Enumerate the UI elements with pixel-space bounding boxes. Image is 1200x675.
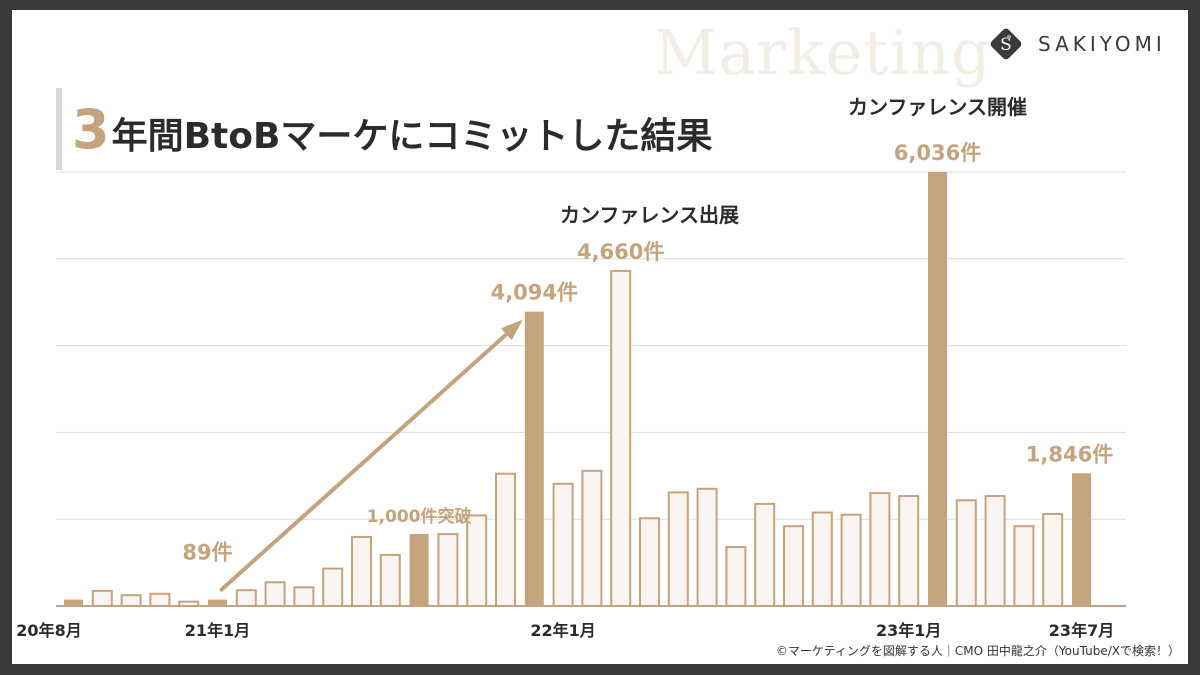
bar (437, 533, 459, 608)
arrow-shaft (219, 321, 521, 592)
data-label: 1,000件突破 (367, 506, 472, 527)
logo-diamond-icon: S (986, 24, 1026, 64)
bar-highlight (1072, 473, 1091, 606)
title-number: 3 (72, 97, 110, 161)
event-annotation: カンファレンス出展 (560, 203, 739, 227)
x-tick-label: 22年1月 (530, 621, 595, 640)
slide: 89件 1,000件突破 4,094件 4,660件 6,036件 1,846件 カンファレ… (12, 10, 1188, 664)
bar (120, 594, 142, 608)
bar (322, 567, 344, 608)
bar (495, 472, 516, 607)
x-tick-label: 20年8月 (16, 621, 81, 640)
bar-highlight (928, 172, 947, 606)
bar-highlight (208, 599, 227, 606)
bar (235, 589, 257, 608)
bar (754, 502, 776, 607)
bar (696, 487, 718, 607)
bar-highlight (524, 311, 544, 606)
bar-chart: 89件 1,000件突破 4,094件 4,660件 6,036件 1,846件 カンファレ… (16, 95, 1126, 640)
data-label: 1,846件 (1026, 442, 1113, 466)
event-annotation: カンファレンス開催 (848, 95, 1027, 119)
bar (178, 600, 200, 608)
x-tick-label: 23年1月 (876, 621, 941, 640)
bar (1042, 512, 1064, 608)
bar (811, 511, 833, 607)
bar (610, 269, 632, 607)
bar (639, 517, 660, 608)
bar-highlight (64, 599, 83, 606)
bar (1013, 525, 1035, 607)
bar (725, 546, 747, 607)
x-axis-ticks: 20年8月 21年1月 22年1月 23年1月 23年7月 (16, 621, 1114, 640)
data-label: 6,036件 (894, 141, 981, 165)
bar (984, 494, 1006, 607)
watermark-text: Marketing (654, 16, 992, 89)
bar (466, 514, 488, 607)
trend-arrow (219, 319, 523, 592)
x-tick-label: 23年7月 (1049, 621, 1114, 640)
bar (552, 482, 574, 607)
brand-logo: S SAKIYOMI (986, 24, 1166, 64)
bar (955, 499, 977, 607)
bar (149, 592, 171, 607)
footer-credit: ©マーケティングを図解する人｜CMO 田中龍之介（YouTube/Xで検索！） (775, 644, 1180, 658)
bar (898, 494, 920, 607)
data-label: 89件 (182, 541, 232, 565)
arrow-head-icon (501, 319, 523, 341)
bar (264, 581, 286, 607)
title-block: 3年間BtoBマーケにコミットした結果 (56, 88, 712, 170)
data-label: 4,094件 (491, 281, 578, 305)
bar (869, 492, 891, 607)
bar (293, 586, 315, 607)
bar (783, 525, 804, 607)
bar (667, 491, 689, 607)
data-labels: 89件 1,000件突破 4,094件 4,660件 6,036件 1,846件 カンファレ… (182, 95, 1113, 565)
bar (351, 535, 372, 608)
data-label: 4,660件 (577, 240, 664, 264)
bar (581, 469, 603, 608)
bar (91, 589, 113, 607)
bar-highlight (409, 534, 429, 606)
page-title: 年間BtoBマーケにコミットした結果 (111, 115, 713, 157)
brand-name: SAKIYOMI (1038, 32, 1166, 56)
bar (840, 513, 862, 608)
bar (379, 553, 401, 608)
bars (64, 172, 1091, 608)
x-tick-label: 21年1月 (185, 621, 250, 640)
svg-text:S: S (1000, 35, 1012, 55)
